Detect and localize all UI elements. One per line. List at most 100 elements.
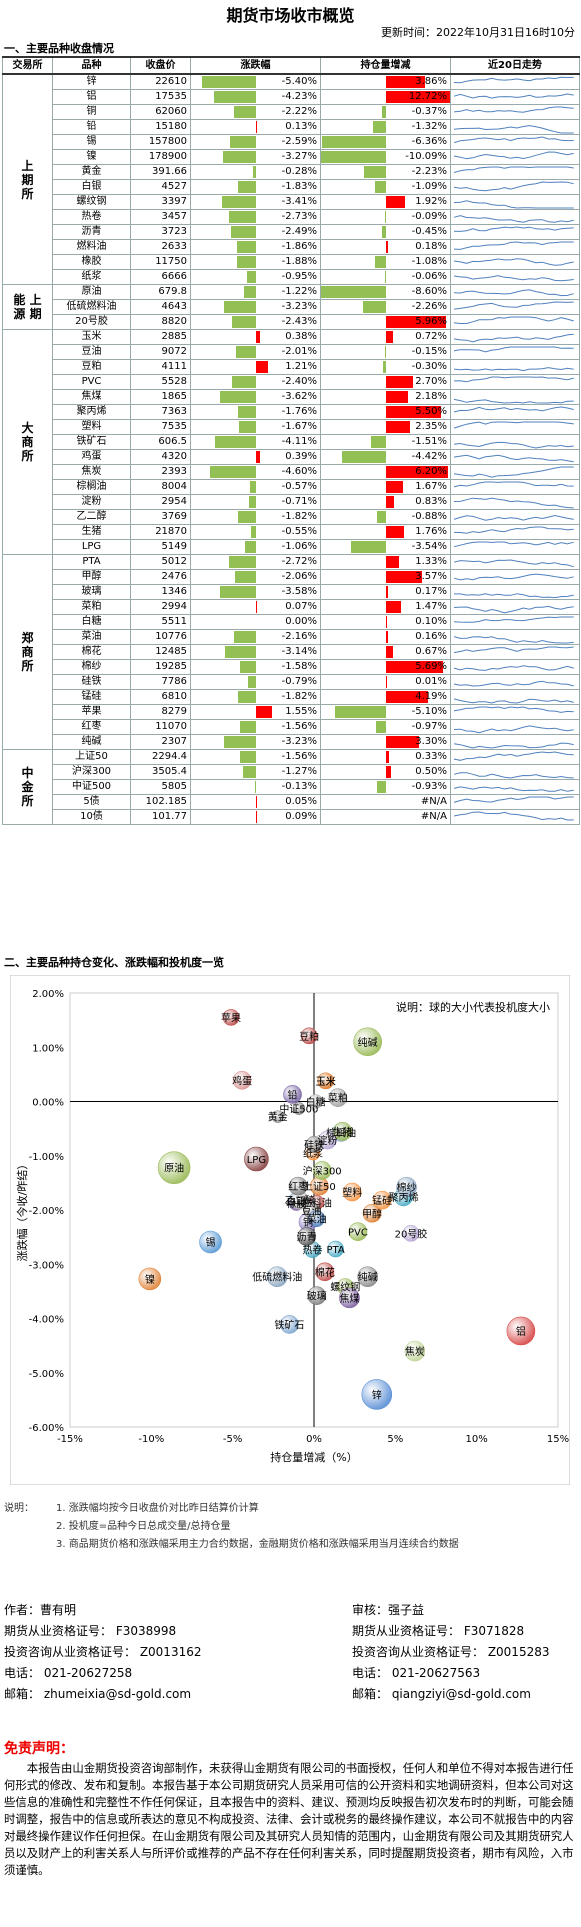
change-pct-label: -2.43% xyxy=(281,316,317,327)
change-pct-label: 0.39% xyxy=(285,451,317,462)
bubble-point xyxy=(315,1262,335,1282)
table-row: 玻璃 1346 -3.58% 0.17% xyxy=(3,584,580,600)
close-price: 8279 xyxy=(130,704,191,720)
notes-block: 说明： 1. 涨跌幅均按今日收盘价对比昨日结算价计算 2. 投机度=品种今日总成交… xyxy=(4,1500,459,1554)
oi-change: 3.86% xyxy=(320,73,451,90)
oi-change-label: -0.88% xyxy=(411,511,447,522)
bubble-point xyxy=(348,1222,368,1242)
oi-change-bar xyxy=(386,466,448,478)
change-pct-label: -0.95% xyxy=(281,271,317,282)
oi-change-label: -0.37% xyxy=(411,106,447,117)
sparkline xyxy=(450,119,580,135)
oi-change: 1.47% xyxy=(320,599,451,615)
table-row: PVC 5528 -2.40% 2.70% xyxy=(3,374,580,390)
oi-change-label: -0.30% xyxy=(411,361,447,372)
change-pct-bar xyxy=(233,106,256,118)
oi-change-bar xyxy=(386,556,400,568)
product-name: 棉纱 xyxy=(52,659,131,675)
change-pct: -4.11% xyxy=(190,434,321,450)
product-name: 燃料油 xyxy=(52,239,131,255)
table-row: 焦炭 2393 -4.60% 6.20% xyxy=(3,464,580,480)
reviewer-email[interactable]: 邮箱： qiangziyi@sd-gold.com xyxy=(352,1687,531,1701)
change-pct-bar xyxy=(223,151,256,163)
close-price: 2393 xyxy=(130,464,191,480)
oi-change-bar xyxy=(384,346,386,358)
change-pct-bar xyxy=(213,91,256,103)
change-pct-label: 0.13% xyxy=(285,121,317,132)
change-pct-label: -2.73% xyxy=(281,211,317,222)
change-pct: -2.01% xyxy=(190,344,321,360)
oi-change: -2.26% xyxy=(320,299,451,315)
table-row: 塑料 7535 -1.67% 2.35% xyxy=(3,419,580,435)
product-name: LPG xyxy=(52,539,131,555)
change-pct-label: -1.76% xyxy=(281,406,317,417)
table-row: 上期所 锌 22610 -5.40% 3.86% xyxy=(2,73,580,285)
product-name: 黄金 xyxy=(52,164,131,180)
author-email[interactable]: 邮箱： zhumeixia@sd-gold.com xyxy=(4,1687,192,1701)
bubble-point xyxy=(280,1315,299,1334)
change-pct-bar xyxy=(237,256,256,268)
bubble-point xyxy=(339,1287,360,1309)
oi-change: 2.70% xyxy=(320,374,451,390)
oi-change-label: 5.69% xyxy=(415,661,447,672)
close-price: 15180 xyxy=(130,119,191,135)
table-row: 生猪 21870 -0.55% 1.76% xyxy=(3,524,580,540)
note-2: 2. 投机度=品种今日总成交量/总持仓量 xyxy=(56,1521,231,1532)
change-pct-label: -1.82% xyxy=(281,691,317,702)
close-price: 5805 xyxy=(130,779,191,795)
oi-change-bar xyxy=(370,436,386,448)
product-name: 菜油 xyxy=(52,629,131,645)
y-tick-label: 1.00% xyxy=(32,1043,64,1054)
change-pct: -0.28% xyxy=(190,164,321,180)
oi-change-label: 0.33% xyxy=(415,751,447,762)
change-pct-label: -2.49% xyxy=(281,226,317,237)
product-name: 聚丙烯 xyxy=(52,404,131,420)
change-pct-label: -3.27% xyxy=(281,151,317,162)
change-pct-label: 0.09% xyxy=(285,811,317,822)
close-price: 5511 xyxy=(130,614,191,630)
oi-change-label: 4.19% xyxy=(415,691,447,702)
change-pct-bar xyxy=(245,541,256,553)
change-pct: -2.22% xyxy=(190,104,321,120)
header-cell: 涨跌幅 xyxy=(190,56,321,75)
close-price: 178900 xyxy=(130,149,191,165)
change-pct-bar xyxy=(256,601,257,613)
sparkline xyxy=(450,779,580,795)
oi-change: #N/A xyxy=(320,794,451,810)
change-pct-label: -2.01% xyxy=(281,346,317,357)
oi-change-bar xyxy=(383,361,386,373)
oi-change-bar xyxy=(377,511,386,523)
oi-change: 0.17% xyxy=(320,584,451,600)
bubble-label: 热卷 xyxy=(303,1244,323,1257)
author-invest: 投资咨询从业资格证号： Z0013162 xyxy=(4,1645,202,1659)
change-pct: -3.58% xyxy=(190,584,321,600)
close-price: 2994 xyxy=(130,599,191,615)
product-name: 20号胶 xyxy=(52,314,131,330)
oi-change-label: -1.09% xyxy=(411,181,447,192)
change-pct-bar xyxy=(237,181,256,193)
sparkline xyxy=(450,269,580,285)
change-pct-label: -1.83% xyxy=(281,181,317,192)
product-name: 白银 xyxy=(52,179,131,195)
bubble-label: 铅 xyxy=(288,1088,298,1101)
bubble-label: 玉米 xyxy=(316,1075,336,1088)
change-pct-label: -2.72% xyxy=(281,556,317,567)
x-tick-label: 10% xyxy=(466,1434,488,1445)
oi-change-label: -6.36% xyxy=(411,136,447,147)
change-pct-label: -3.14% xyxy=(281,646,317,657)
oi-change-bar xyxy=(341,451,386,463)
y-tick-label: 0.00% xyxy=(32,1098,64,1109)
bubble-point xyxy=(312,1161,332,1180)
change-pct-label: -1.27% xyxy=(281,766,317,777)
change-pct-label: -3.23% xyxy=(281,736,317,747)
close-price: 7786 xyxy=(130,674,191,690)
bubble-point xyxy=(292,1102,306,1115)
product-name: 5债 xyxy=(52,794,131,810)
exchange-cell: 大商所 xyxy=(2,329,53,555)
bubble-chart: 2.00% 1.00% 0.00% -1.00% -2.00% -3.00% -4.00% -… xyxy=(10,975,570,1485)
bubble-point xyxy=(232,1071,252,1090)
oi-change-label: 2.70% xyxy=(415,376,447,387)
change-pct-bar xyxy=(230,136,256,148)
table-row: 郑商所 PTA 5012 -2.72% 1.33% xyxy=(2,554,580,750)
change-pct-bar xyxy=(219,391,256,403)
